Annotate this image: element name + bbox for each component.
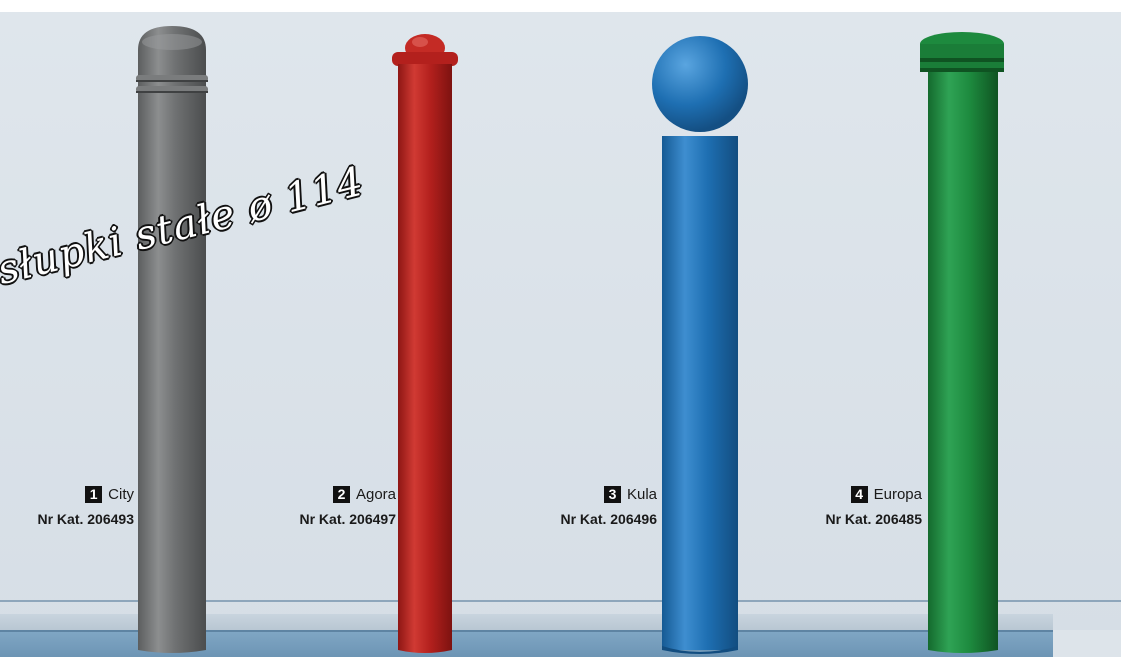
catalog-number: Nr Kat. 206493 [37, 511, 134, 527]
catalog-number: Nr Kat. 206497 [299, 511, 396, 527]
ledge-line [0, 600, 1121, 602]
product-number: 4 [850, 486, 868, 503]
bollard-europa-image [920, 32, 1004, 653]
product-label-agora: 2 Agora Nr Kat. 206497 [240, 486, 396, 527]
product-name: Europa [873, 486, 922, 503]
product-name: Kula [626, 486, 657, 503]
product-label-kula: 3 Kula Nr Kat. 206496 [500, 486, 657, 527]
product-label-city: 1 City Nr Kat. 206493 [0, 486, 134, 527]
catalog-number: Nr Kat. 206485 [825, 511, 922, 527]
product-number: 1 [85, 486, 103, 503]
product-label-europa: 4 Europa Nr Kat. 206485 [764, 486, 922, 527]
product-number: 2 [332, 486, 350, 503]
bollard-kula-image [652, 36, 748, 654]
catalog-number: Nr Kat. 206496 [560, 511, 657, 527]
product-number: 3 [603, 486, 621, 503]
product-name: City [108, 486, 134, 503]
display-panel: słupki stałe ø 114 1 City Nr Kat. 206493… [0, 12, 1121, 657]
product-name: Agora [355, 486, 396, 503]
bollard-city-image [136, 26, 208, 653]
bollard-agora-image [392, 34, 458, 653]
